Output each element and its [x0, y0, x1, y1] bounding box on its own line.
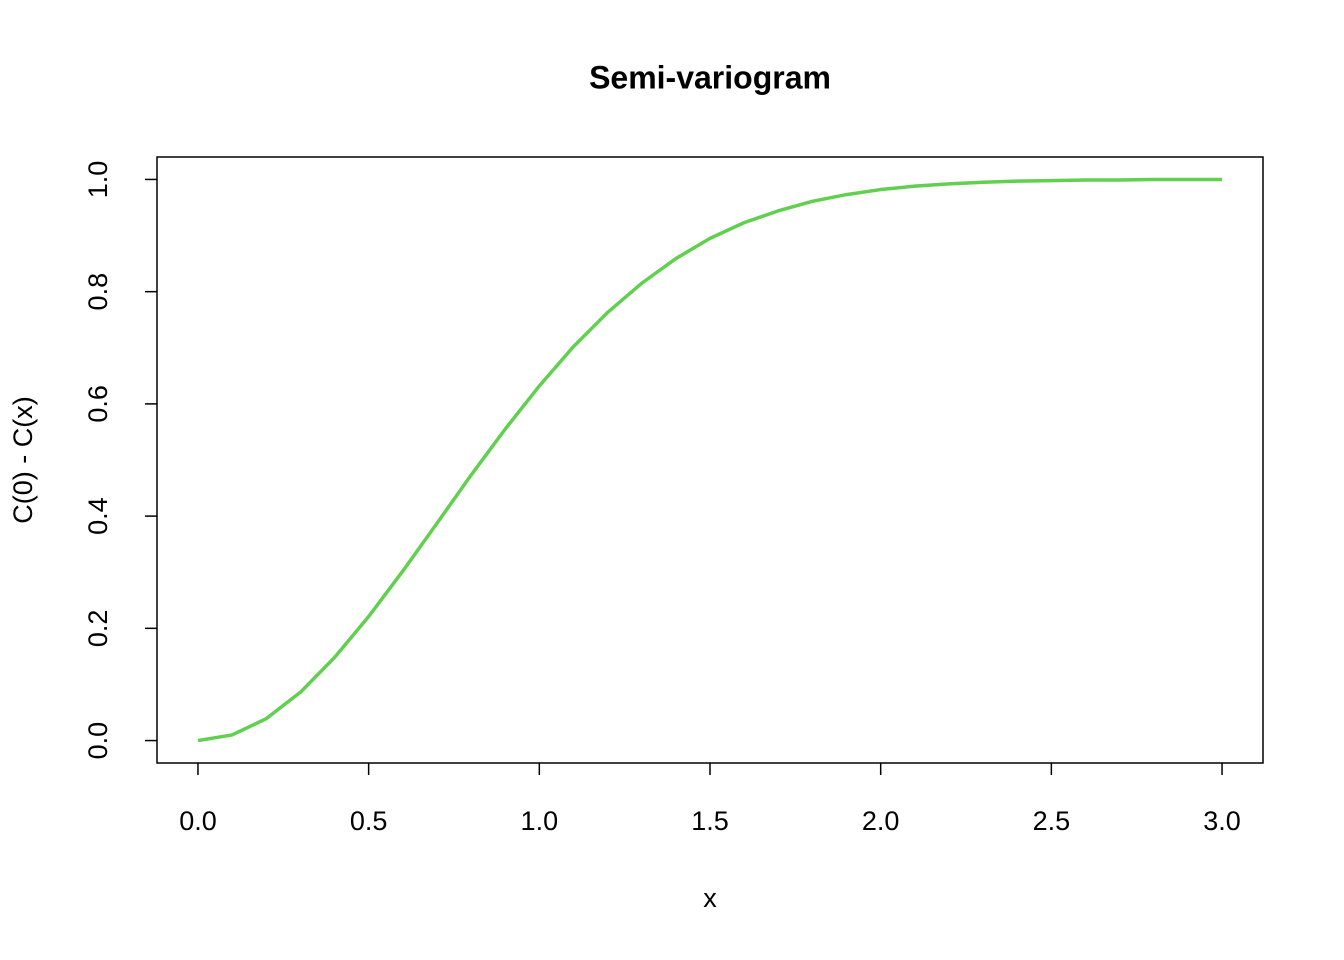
x-tick-label: 0.0 [179, 806, 217, 836]
x-tick-label: 0.5 [350, 806, 388, 836]
y-axis-label: C(0) - C(x) [8, 396, 38, 523]
y-tick-label: 0.8 [83, 273, 113, 311]
y-tick-label: 0.4 [83, 497, 113, 535]
x-tick-label: 1.0 [521, 806, 559, 836]
y-tick-label: 1.0 [83, 161, 113, 199]
y-tick-label: 0.2 [83, 610, 113, 648]
y-tick-label: 0.6 [83, 385, 113, 423]
x-tick-label: 2.0 [862, 806, 900, 836]
chart-title: Semi-variogram [589, 59, 831, 95]
x-tick-label: 2.5 [1033, 806, 1071, 836]
line-series [197, 177, 1223, 743]
x-tick-label: 3.0 [1203, 806, 1241, 836]
x-axis-label: x [703, 883, 717, 913]
plot-frame [156, 156, 1264, 764]
y-tick-label: 0.0 [83, 722, 113, 760]
x-tick-label: 1.5 [691, 806, 729, 836]
